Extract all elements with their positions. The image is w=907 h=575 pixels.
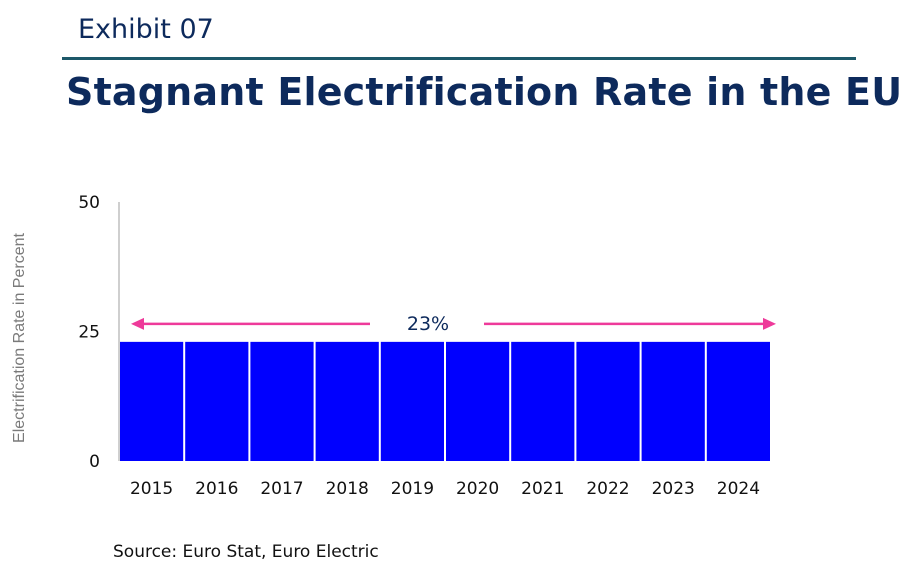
exhibit-label: Exhibit 07: [78, 14, 214, 45]
y-tick-label: 50: [78, 193, 100, 213]
arrowhead-right-icon: [763, 317, 776, 330]
header-divider: [62, 57, 856, 60]
bar-2023: [641, 341, 705, 461]
x-tick-label: 2015: [130, 479, 173, 499]
annotation-label: 23%: [407, 313, 449, 335]
bar-2017: [250, 341, 314, 461]
source-note: Source: Euro Stat, Euro Electric: [113, 542, 379, 562]
arrowhead-left-icon: [131, 317, 144, 330]
bar-2020: [446, 341, 510, 461]
bar-2019: [380, 341, 444, 461]
x-tick-label: 2022: [586, 479, 629, 499]
bar-2015: [120, 341, 184, 461]
y-axis-label: Electrification Rate in Percent: [11, 233, 28, 443]
x-tick-label: 2020: [456, 479, 499, 499]
bar-2021: [511, 341, 575, 461]
x-tick-label: 2016: [195, 479, 238, 499]
bar-2022: [576, 341, 640, 461]
bar-2018: [315, 341, 379, 461]
x-tick-label: 2021: [521, 479, 564, 499]
x-tick-label: 2018: [326, 479, 369, 499]
x-tick-label: 2019: [391, 479, 434, 499]
x-tick-label: 2023: [652, 479, 695, 499]
page-title: Stagnant Electrification Rate in the EU: [66, 70, 903, 114]
y-tick-label: 0: [89, 452, 100, 472]
x-tick-label: 2024: [717, 479, 760, 499]
y-tick-label: 25: [78, 323, 100, 343]
bar-2016: [185, 341, 249, 461]
bar-2024: [706, 341, 770, 461]
x-tick-label: 2017: [260, 479, 303, 499]
